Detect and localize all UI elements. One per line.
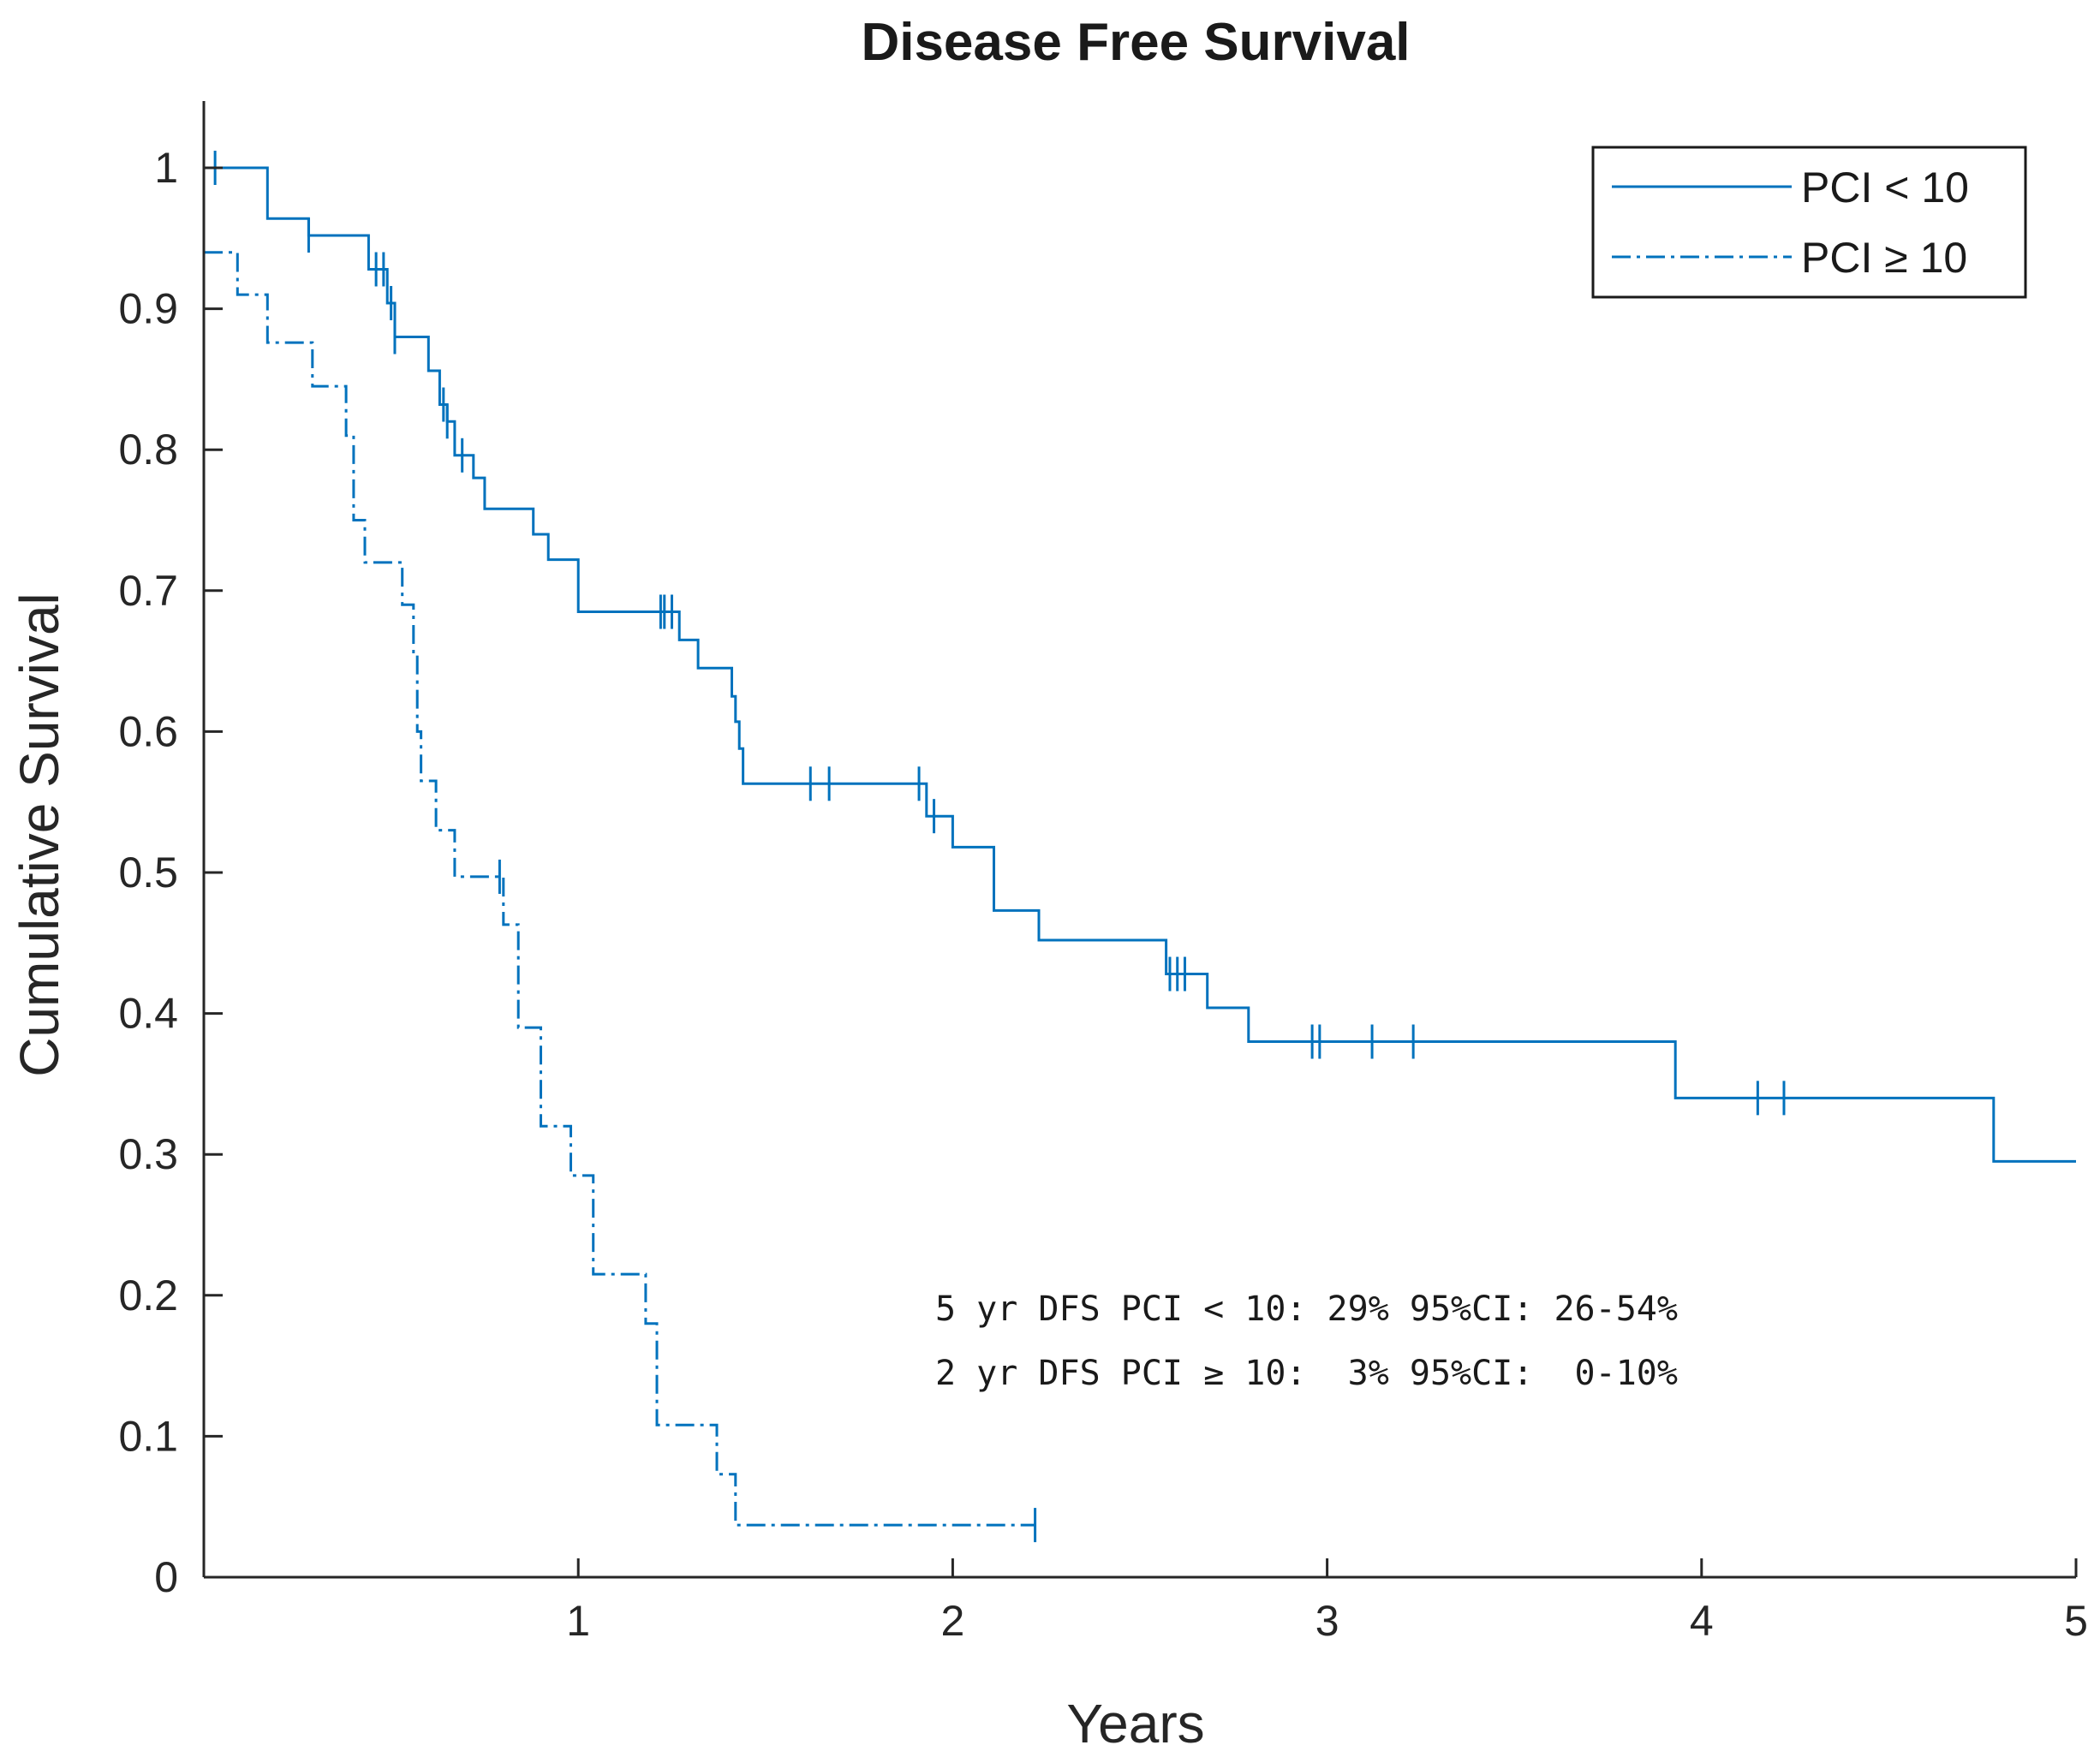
legend-box	[1591, 146, 2027, 299]
y-tick-label: 0.3	[118, 1130, 178, 1178]
annotation-line-2: 2 yr DFS PCI ≥ 10: 3% 95%CI: 0-10%	[935, 1354, 1678, 1393]
y-tick-label: 0.2	[118, 1272, 178, 1319]
x-tick-label: 5	[2064, 1597, 2088, 1645]
legend: PCI < 10 PCI ≥ 10	[1591, 146, 2027, 299]
legend-label-pci-ge-10: PCI ≥ 10	[1801, 234, 1967, 282]
series-line-1	[204, 251, 1035, 1527]
x-axis: 1 2 3 4 5	[204, 1558, 2088, 1645]
y-tick-label: 0.4	[118, 990, 178, 1038]
y-tick-label: 0.5	[118, 849, 178, 896]
y-tick-label: 1	[154, 144, 178, 192]
y-axis: 0 0.1 0.2 0.3 0.4 0.5 0.6 0.7 0.8 0.9 1	[118, 101, 223, 1601]
x-tick-label: 1	[566, 1597, 590, 1645]
x-tick-label: 2	[940, 1597, 964, 1645]
y-tick-label: 0.6	[118, 707, 178, 755]
legend-label-pci-lt-10: PCI < 10	[1801, 164, 1969, 211]
y-tick-label: 0.9	[118, 285, 178, 333]
chart-title: Disease Free Survival	[861, 13, 1410, 72]
series-line-0	[204, 166, 2076, 1163]
y-tick-label: 0.1	[118, 1412, 178, 1460]
y-tick-label: 0.7	[118, 567, 178, 615]
x-tick-label: 3	[1315, 1597, 1339, 1645]
y-tick-label: 0.8	[118, 426, 178, 473]
plot-area	[204, 151, 2076, 1543]
x-axis-label: Years	[1066, 1693, 1204, 1754]
y-tick-label: 0	[154, 1553, 178, 1601]
annotation-line-1: 5 yr DFS PCI < 10: 29% 95%CI: 26-54%	[935, 1289, 1678, 1329]
y-axis-label: Cumulative Survival	[9, 593, 70, 1077]
x-tick-label: 4	[1690, 1597, 1714, 1645]
